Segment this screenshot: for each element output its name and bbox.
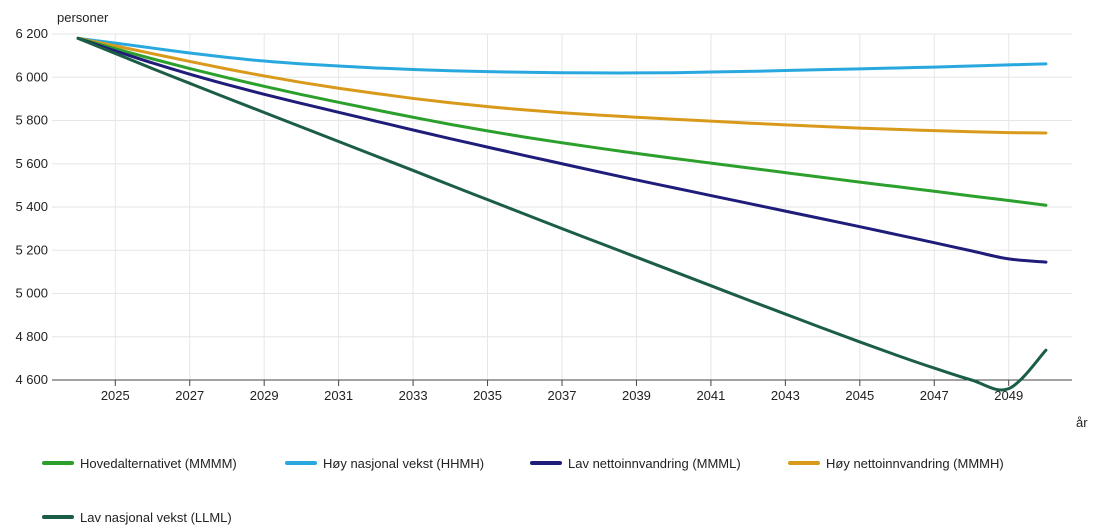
x-axis-title: år [1076, 415, 1088, 430]
legend-label: Lav nasjonal vekst (LLML) [80, 510, 232, 525]
x-tick-label: 2029 [250, 388, 279, 403]
x-tick-label: 2025 [101, 388, 130, 403]
series-line [76, 36, 1048, 392]
x-tick-label: 2043 [771, 388, 800, 403]
x-tick-label: 2047 [920, 388, 949, 403]
y-tick-label: 4 800 [15, 329, 48, 344]
series-line [76, 36, 1048, 207]
y-axis-title: personer [57, 10, 109, 25]
series-lines [76, 36, 1048, 392]
legend-item[interactable]: Lav nettoinnvandring (MMML) [530, 456, 741, 471]
series-line [76, 36, 1048, 75]
axes: personer år 4 600 4 800 5 000 5 200 5 400 5 6… [15, 10, 1088, 430]
legend-item[interactable]: Høy nasjonal vekst (HHMH) [285, 456, 484, 471]
y-tick-label: 4 600 [15, 372, 48, 387]
legend-label: Høy nettoinnvandring (MMMH) [826, 456, 1004, 471]
y-tick-label: 6 000 [15, 69, 48, 84]
x-tick-label: 2033 [399, 388, 428, 403]
series-line [76, 36, 1048, 135]
legend-item[interactable]: Hovedalternativet (MMMM) [42, 456, 237, 471]
grid [52, 33, 1072, 381]
legend-item[interactable]: Høy nettoinnvandring (MMMH) [788, 456, 1004, 471]
x-tick-label: 2045 [845, 388, 874, 403]
y-tick-label: 5 200 [15, 242, 48, 257]
x-tick-label: 2027 [175, 388, 204, 403]
x-tick-label: 2041 [696, 388, 725, 403]
x-tick-label: 2035 [473, 388, 502, 403]
y-tick-label: 5 800 [15, 113, 48, 128]
legend: Hovedalternativet (MMMM) Høy nasjonal vek… [42, 456, 1004, 525]
x-tick-label: 2031 [324, 388, 353, 403]
x-tick-label: 2039 [622, 388, 651, 403]
y-tick-label: 5 000 [15, 286, 48, 301]
legend-label: Hovedalternativet (MMMM) [80, 456, 237, 471]
y-tick-label: 5 600 [15, 156, 48, 171]
x-tick-label: 2049 [994, 388, 1023, 403]
legend-label: Høy nasjonal vekst (HHMH) [323, 456, 484, 471]
x-tick-label: 2037 [548, 388, 577, 403]
y-tick-label: 5 400 [15, 199, 48, 214]
legend-item[interactable]: Lav nasjonal vekst (LLML) [42, 510, 232, 525]
legend-label: Lav nettoinnvandring (MMML) [568, 456, 741, 471]
y-tick-label: 6 200 [15, 26, 48, 41]
series-line [76, 36, 1048, 264]
